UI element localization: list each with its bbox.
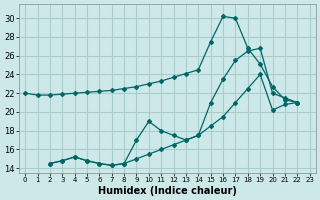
X-axis label: Humidex (Indice chaleur): Humidex (Indice chaleur) <box>98 186 237 196</box>
